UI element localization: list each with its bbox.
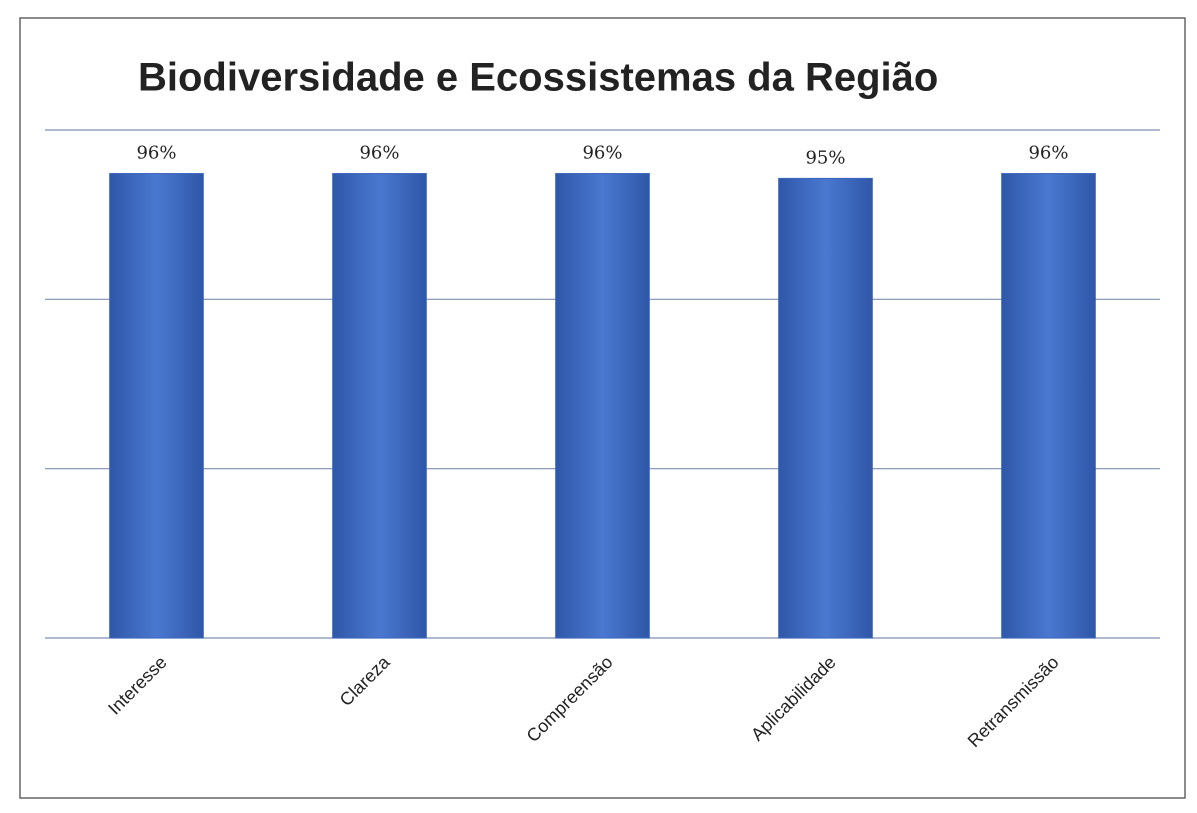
bar (555, 173, 650, 639)
bar (1001, 173, 1096, 639)
data-label: 96% (1028, 143, 1068, 164)
bar (778, 177, 873, 639)
chart-title: Biodiversidade e Ecossistemas da Região (138, 56, 938, 100)
data-label: 96% (582, 143, 622, 164)
data-label: 96% (359, 143, 399, 164)
bar (109, 173, 204, 639)
data-label: 95% (805, 147, 845, 168)
bar (332, 173, 427, 639)
data-label: 96% (136, 143, 176, 164)
